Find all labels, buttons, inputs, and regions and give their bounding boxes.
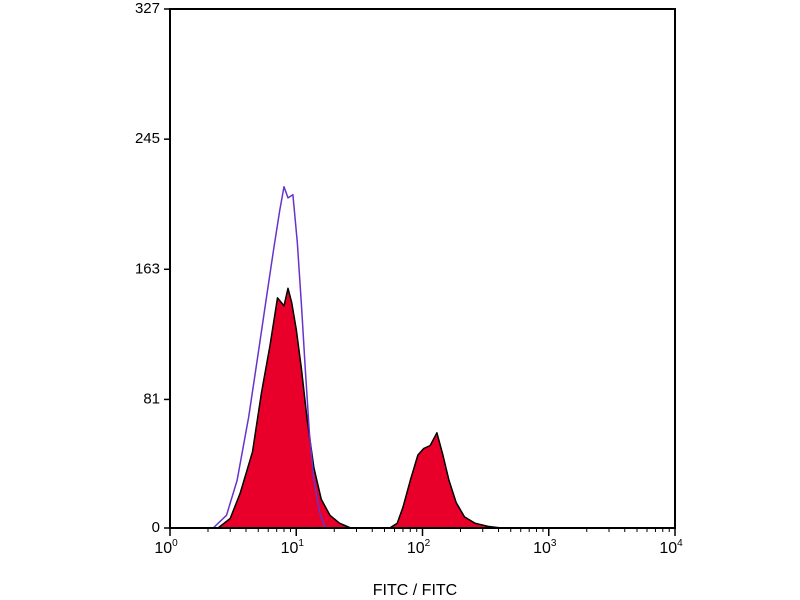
series-1-overlay-line — [212, 186, 327, 529]
y-tick-label: 327 — [135, 0, 160, 17]
x-tick-label: 101 — [281, 538, 305, 557]
y-axis: 0 81 163 245 327 — [135, 0, 170, 536]
x-axis-label: FITC / FITC — [373, 582, 457, 599]
y-tick-label: 163 — [135, 260, 160, 277]
plot-series — [212, 186, 502, 529]
series-0-filled-histogram — [217, 287, 502, 529]
x-tick-label: 102 — [407, 538, 431, 557]
y-tick-label: 245 — [135, 130, 160, 147]
y-tick-label: 0 — [152, 519, 160, 536]
x-tick-label: 103 — [533, 538, 557, 557]
x-tick-label: 104 — [659, 538, 683, 557]
y-tick-label: 81 — [143, 390, 160, 407]
x-axis: 100 101 102 103 104 — [154, 528, 683, 557]
x-tick-label: 100 — [154, 538, 178, 557]
